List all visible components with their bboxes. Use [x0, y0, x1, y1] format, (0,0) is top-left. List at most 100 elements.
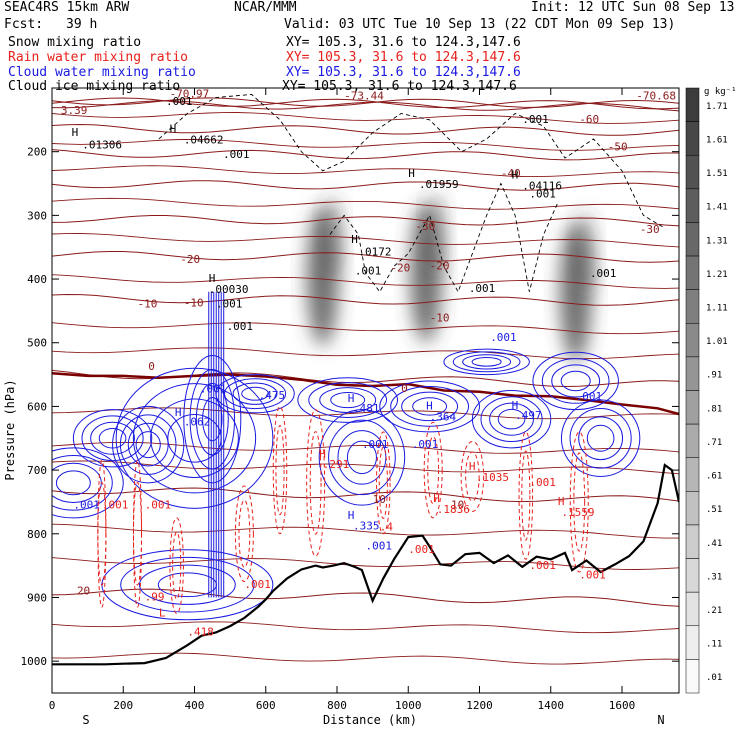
x-axis-title: Distance (km): [323, 713, 417, 727]
cloud-water-ring: [308, 382, 388, 418]
y-tick-label: 1000: [21, 655, 48, 668]
colorbar-label: .21: [706, 606, 722, 616]
cloud-water-ring: [120, 556, 255, 613]
cloud-water-ring: [189, 368, 236, 470]
cloud-water-ring: [132, 383, 257, 494]
isotherm-label: -20: [430, 260, 450, 273]
cloud-water-ring: [586, 424, 615, 452]
cloud-water-ring: [195, 382, 229, 456]
cloud-water-label: H: [348, 509, 355, 522]
rain-water-label: .1559: [561, 506, 594, 519]
y-tick-label: 500: [27, 337, 47, 350]
colorbar-label: .41: [706, 539, 722, 549]
x-tick-label: 1600: [609, 699, 636, 712]
cloud-ice-label: .001: [469, 282, 496, 295]
isotherm-line: [52, 274, 679, 289]
colorbar-label: .31: [706, 572, 722, 582]
rain-water-ring: [427, 436, 440, 505]
isotherm-label: -40: [501, 167, 521, 180]
cloud-water-label: .001: [366, 540, 393, 553]
cloud-ice-contour: [158, 93, 665, 229]
cloud-water-ring: [497, 408, 526, 430]
cloud-water-label: .335: [353, 519, 380, 532]
rain-water-label: H: [558, 495, 565, 508]
colorbar-swatch: [685, 457, 700, 492]
cloud-water-ring: [330, 391, 366, 409]
cloud-water-ring: [578, 416, 624, 461]
colorbar-swatch: [685, 591, 700, 627]
rain-water-label: .001: [102, 498, 129, 511]
colorbar-swatch: [685, 188, 700, 223]
field-name-rain: Rain water mixing ratio: [8, 50, 189, 65]
rain-water-label: .001: [408, 543, 435, 556]
rain-water-ring: [573, 452, 586, 552]
colorbar-label: .51: [706, 505, 722, 515]
rain-water-ring: [518, 431, 534, 560]
isotherm-label: 3.39: [61, 104, 88, 117]
colorbar-swatch: [685, 491, 700, 526]
colorbar-unit: g kg⁻¹: [704, 87, 737, 97]
x-tick-label: 0: [49, 699, 56, 712]
isotherm-line: [52, 487, 679, 503]
colorbar-label: 1.71: [706, 102, 728, 112]
colorbar-label: .61: [706, 472, 722, 482]
colorbar: 1.71 1.61 1.51 1.41 1.31 1.21 1.11 1.01 .91 .81 .7…: [685, 87, 737, 694]
rain-water-ring: [97, 482, 107, 586]
cloud-water-ring: [560, 399, 641, 477]
terrain-line: [52, 463, 679, 666]
colorbar-label: .81: [706, 404, 722, 414]
cloud-ice-label: .04116: [522, 179, 562, 192]
cloud-water-ring: [560, 370, 591, 392]
cloud-ice-label: .001: [223, 148, 250, 161]
rain-water-ring: [306, 409, 326, 557]
rain-water-label: .418: [187, 626, 214, 639]
cloud-water-ring: [443, 348, 530, 376]
colorbar-swatch: [685, 323, 700, 358]
colorbar-swatch: [685, 625, 700, 660]
isotherm-line: [52, 621, 679, 634]
colorbar-label: .11: [706, 640, 722, 650]
colorbar-label: 1.11: [706, 303, 728, 313]
colorbar-swatch: [685, 524, 700, 559]
freezing-level-line: [52, 372, 679, 416]
field-name-cloud-water: Cloud water mixing ratio: [8, 65, 196, 80]
cloud-water-ring: [318, 409, 406, 506]
snow-shading-halo: [426, 192, 447, 273]
cloud-water-ring: [135, 431, 161, 459]
colorbar-label: 1.61: [706, 135, 728, 145]
cloud-water-ring: [52, 462, 102, 503]
isotherm-line: [52, 138, 679, 151]
y-axis-title: Pressure (hPa): [3, 379, 17, 480]
cloud-water-ring: [127, 422, 169, 467]
colorbar-swatch: [685, 558, 700, 593]
isotherm-line: [52, 251, 679, 263]
isotherm-line: [52, 293, 679, 306]
rain-water-ring: [521, 450, 531, 541]
colorbar-swatch: [685, 423, 700, 458]
isotherm-line: [52, 97, 679, 110]
field-xy-cloud-water: XY= 105.3, 31.6 to 124.3,147.6: [286, 65, 521, 80]
rain-water-label: .291: [323, 458, 350, 471]
cloud-water-ring: [223, 378, 287, 410]
colorbar-swatch: [685, 121, 700, 156]
isotherm-line: [52, 197, 679, 210]
x-tick-label: 200: [113, 699, 133, 712]
isotherm-label: -60: [579, 113, 599, 126]
y-tick-label: 600: [27, 400, 47, 413]
cloud-ice-label: .04662: [184, 133, 224, 146]
snow-shading-halo: [575, 211, 596, 292]
rain-water-ring: [275, 425, 285, 516]
colorbar-label: 1.41: [706, 203, 728, 213]
isotherm-line: [52, 149, 679, 161]
rain-water-label: .4: [380, 521, 394, 534]
cloud-water-ring: [452, 351, 521, 373]
isotherm-line: [52, 588, 679, 607]
isotherm-label: -70.97: [170, 88, 210, 101]
x-tick-label: 800: [327, 699, 347, 712]
rain-water-ring: [238, 499, 251, 568]
cloud-water-ring: [480, 396, 543, 443]
cloud-water-label: .062: [184, 416, 211, 429]
cloud-ice-label: H: [512, 168, 519, 181]
field-name-snow: Snow mixing ratio: [8, 35, 142, 50]
